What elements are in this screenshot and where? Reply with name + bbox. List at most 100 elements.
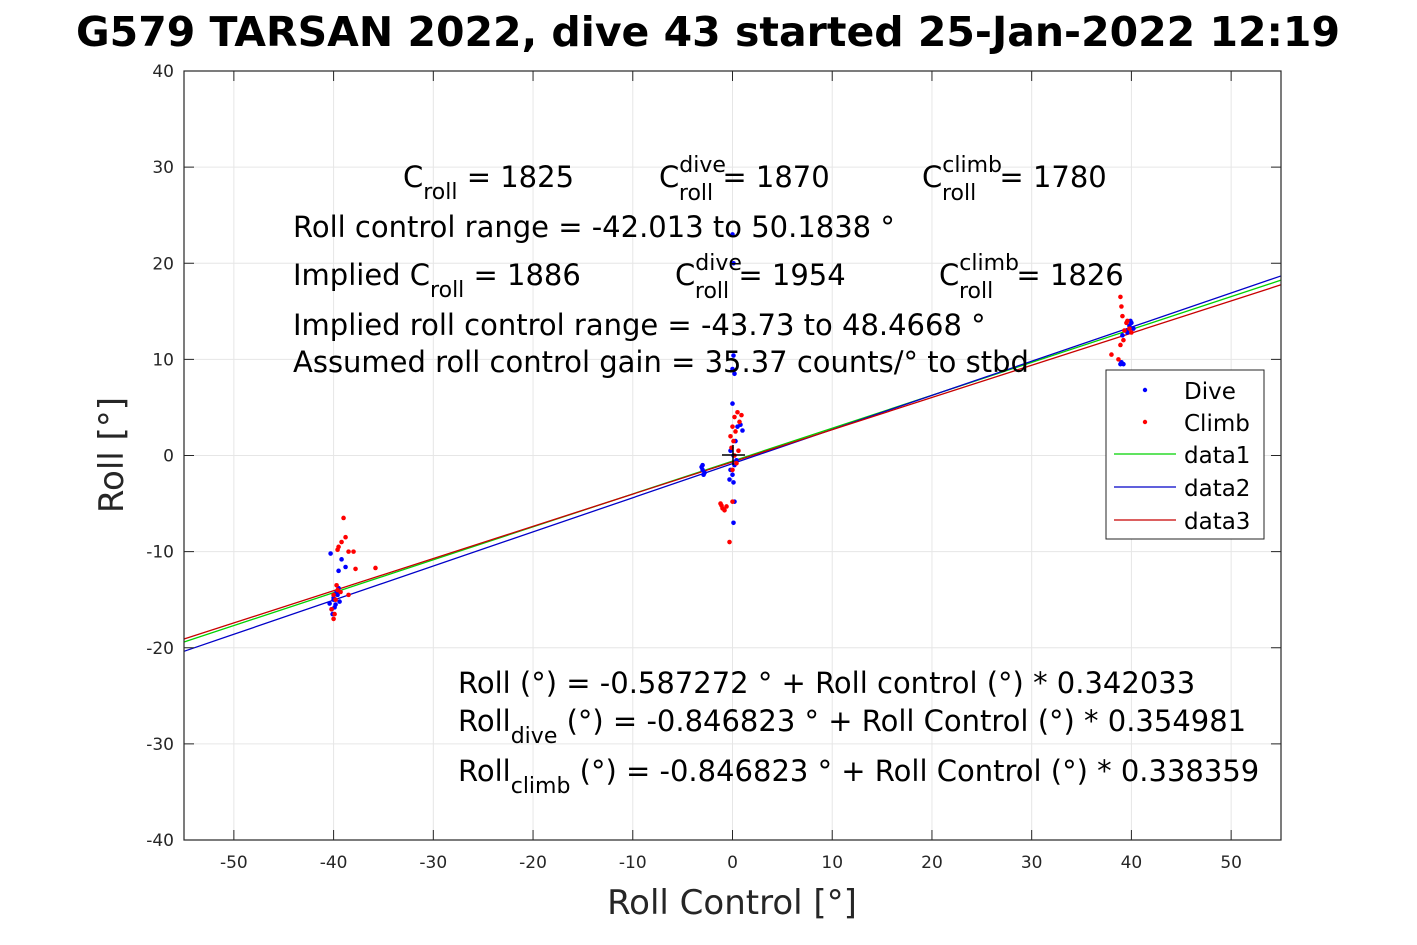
y-tick-label: 0 [163,447,174,467]
y-tick-label: -10 [146,543,174,563]
y-tick-label: 10 [152,350,174,370]
zero-marks [722,445,745,465]
chart-title: G579 TARSAN 2022, dive 43 started 25-Jan… [76,8,1340,56]
y-axis-ticks: -40 -30 -20 -10 0 10 20 30 40 [146,62,1281,851]
point-dive [336,568,341,574]
y-tick-label: -30 [146,735,174,755]
y-tick-label: 40 [152,62,174,82]
annotation-implied-range: Implied roll control range = -43.73 to 4… [293,308,986,342]
x-tick-label: 10 [821,853,843,873]
point-dive [339,557,344,562]
point-climb [730,424,735,429]
annotation-c-roll-dive: Cdive roll = 1870 [659,153,830,206]
point-climb [329,607,334,612]
point-climb [736,448,741,453]
x-tick-label: -10 [619,853,647,873]
point-climb [346,592,351,598]
point-climb [339,539,344,545]
annotation-implied-c-roll: Implied Croll = 1886 [293,258,581,303]
point-climb [1129,330,1134,335]
point-dive [1121,361,1126,367]
point-climb [728,433,733,439]
point-climb [1120,313,1125,319]
point-dive [731,353,736,358]
legend-data2-label: data2 [1184,476,1250,502]
point-dive [730,472,735,478]
point-dive [1120,333,1125,338]
point-climb [335,547,340,553]
x-tick-label: -30 [419,853,447,873]
annotation-fit: Roll (°) = -0.587272 ° + Roll control (°… [458,666,1195,700]
point-climb [373,565,378,571]
legend-data1-label: data1 [1184,443,1250,469]
point-climb [733,429,738,434]
point-climb [730,499,735,504]
annotation-implied-c-roll-dive: Cdive roll = 1954 [675,251,846,304]
point-dive [702,470,707,476]
point-climb [346,549,351,554]
point-climb [731,438,736,444]
point-climb [1109,352,1114,357]
point-climb [331,616,336,622]
point-climb [735,409,740,415]
point-climb [334,582,339,588]
point-climb [332,611,337,617]
data-points [327,232,1136,622]
annotation-fit-dive: Rolldive (°) = -0.846823 ° + Roll Contro… [458,704,1246,749]
point-dive [1131,326,1136,331]
point-climb [724,504,729,509]
point-climb [1116,357,1121,362]
point-dive [730,366,735,372]
point-climb [351,549,356,554]
annotation-range: Roll control range = -42.013 to 50.1838 … [293,210,895,244]
point-climb [1118,342,1123,348]
point-climb [732,414,737,420]
point-climb [1118,294,1123,300]
point-dive [730,401,735,406]
y-tick-label: 20 [152,254,174,274]
point-climb [1127,326,1132,331]
point-dive [337,599,342,604]
point-climb [727,539,732,545]
point-dive [699,464,704,470]
x-tick-label: 0 [727,853,738,873]
point-climb [331,592,336,598]
legend-climb-label: Climb [1184,411,1250,437]
point-climb [730,467,735,473]
x-tick-label: -20 [519,853,547,873]
x-tick-label: -40 [320,853,348,873]
legend: Dive Climb data1 data2 data3 [1105,369,1265,540]
point-climb [722,507,727,513]
y-tick-label: -40 [146,831,174,851]
legend-dive-label: Dive [1184,379,1236,405]
point-dive [327,601,332,606]
x-tick-label: -50 [220,853,248,873]
y-tick-label: 30 [152,158,174,178]
x-tick-label: 40 [1121,853,1143,873]
point-dive [343,564,348,570]
annotation-fit-climb: Rollclimb (°) = -0.846823 ° + Roll Contr… [458,754,1259,799]
point-climb [734,460,739,466]
point-dive [730,232,735,237]
point-climb [719,503,724,508]
point-dive [731,520,736,526]
point-dive [731,260,736,266]
point-climb [737,419,742,425]
legend-climb-marker [1142,419,1148,425]
point-dive [727,477,732,482]
point-climb [739,412,744,418]
x-tick-label: 30 [1021,853,1043,873]
point-dive [740,428,745,433]
point-dive [328,551,333,556]
point-dive [731,480,736,485]
point-climb [1122,328,1127,333]
legend-data3-label: data3 [1184,509,1250,535]
point-climb [353,566,358,572]
point-climb [343,534,348,540]
point-climb [1121,337,1126,343]
x-tick-label: 20 [921,853,943,873]
point-climb [341,515,346,521]
point-climb [338,589,343,595]
point-climb [1119,304,1124,309]
